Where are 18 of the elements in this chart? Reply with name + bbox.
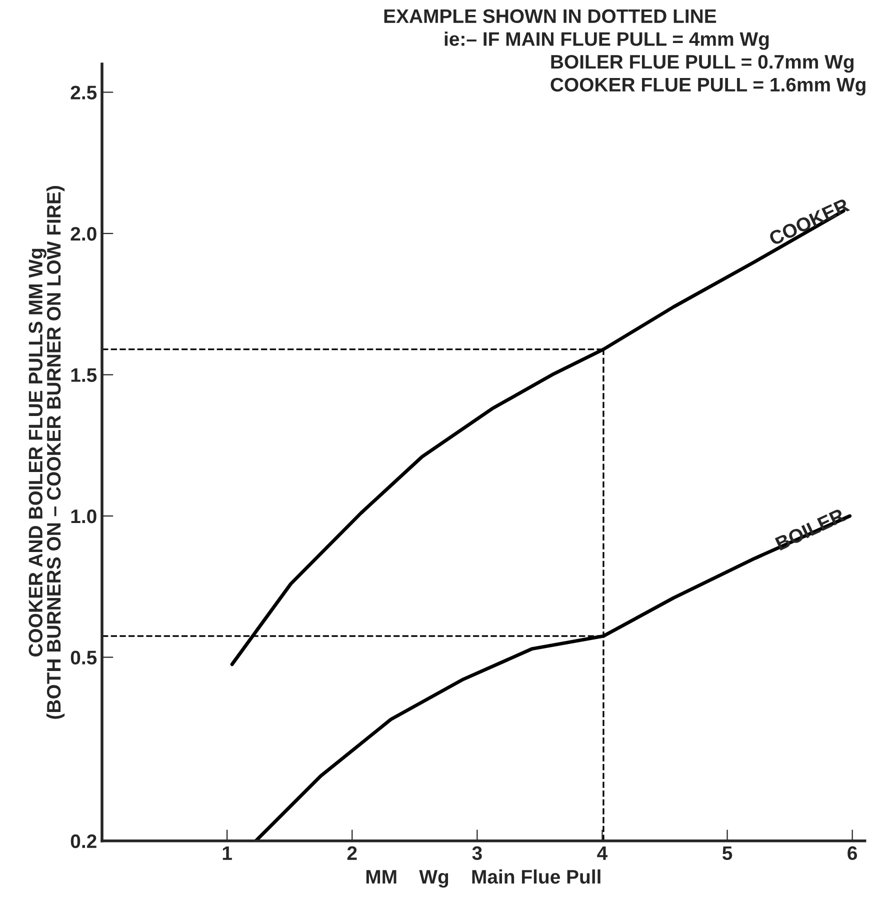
y-tick-label: 0.2: [70, 834, 96, 848]
x-tick-label: 1: [222, 846, 232, 860]
text: ie:– IF MAIN FLUE PULL = 4mm Wg: [444, 32, 769, 50]
annotation: COOKER FLUE PULL = 1.6mm Wg: [550, 78, 866, 96]
y-tick-label: 2.5: [70, 86, 97, 100]
chart-title: EXAMPLE SHOWN IN DOTTED LINE: [384, 9, 716, 24]
y-tick-label: 1.5: [71, 368, 97, 382]
x-tick-label: 6: [848, 846, 858, 860]
x-tick-label: 4: [597, 846, 608, 860]
y-tick-label: 0.5: [70, 650, 97, 664]
y-tick-label: 2.0: [70, 226, 96, 241]
x-tick-label: 2: [347, 846, 357, 860]
x-tick-label: 3: [472, 846, 482, 860]
annotation: BOILER FLUE PULL = 0.7mm Wg: [551, 54, 854, 73]
x-axis-title: MM Wg Main Flue Pull: [366, 869, 600, 888]
y-axis-title: COOKER AND BOILER FLUE PULLS MM Wg (BOTH BURNERS ON – COOKER BURNER ON LOW FIRE): [28, 186, 65, 719]
y-tick-label: 1.0: [71, 509, 96, 524]
x-tick-label: 5: [722, 846, 732, 860]
